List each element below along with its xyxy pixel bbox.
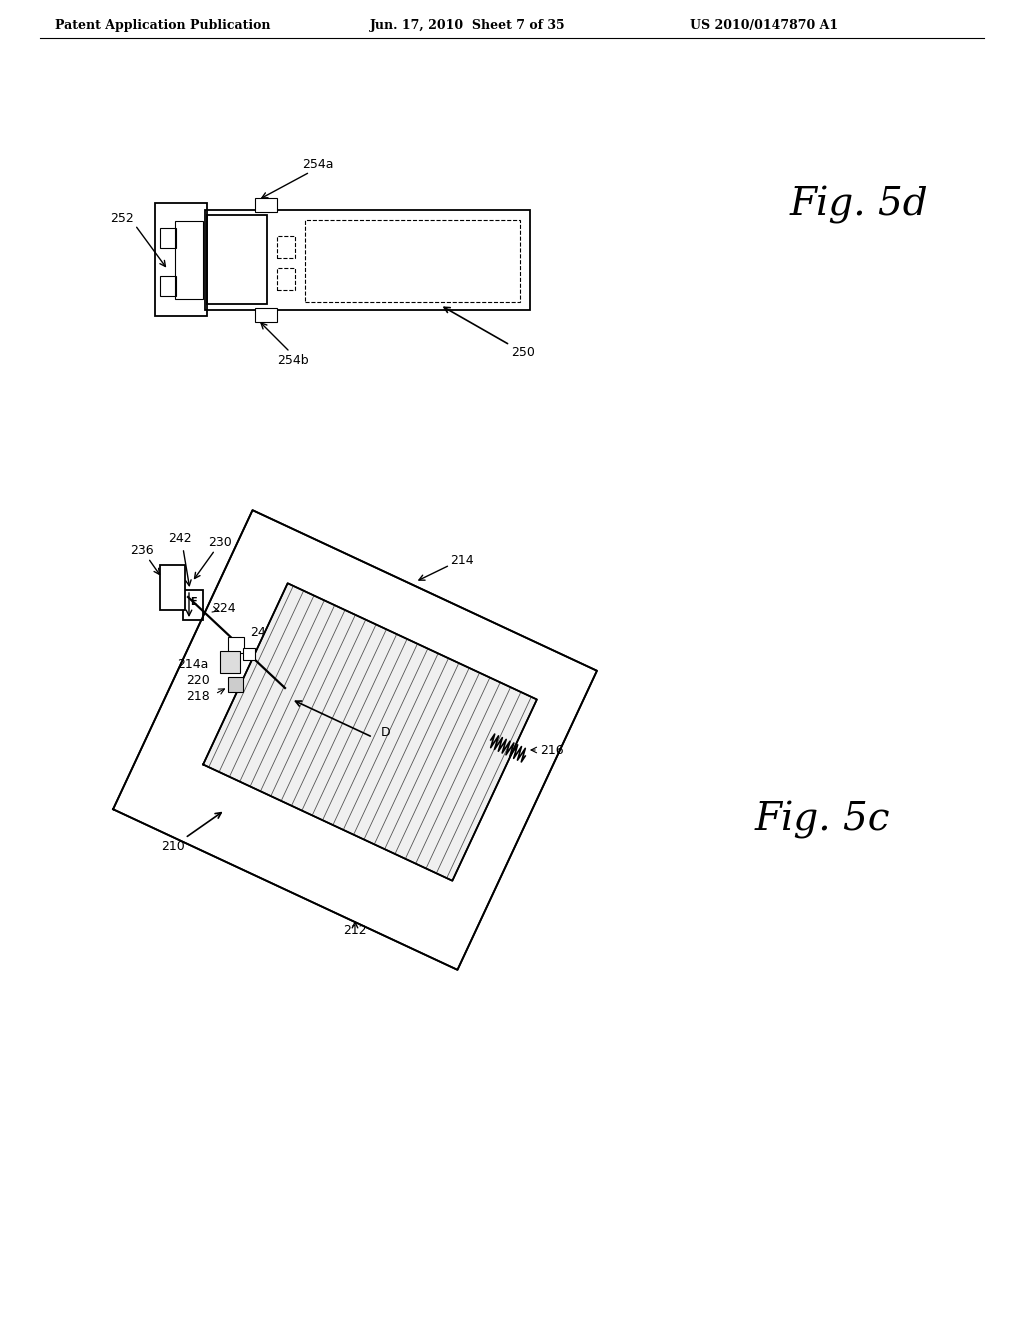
Bar (205, 210, 530, 310)
Bar (255, 198, 278, 213)
Text: 236: 236 (130, 544, 154, 557)
Bar (175, 220, 203, 300)
Text: 212: 212 (343, 924, 367, 936)
Text: 230: 230 (208, 536, 231, 549)
Text: 242: 242 (168, 532, 191, 544)
Bar (228, 638, 244, 653)
Text: 254a: 254a (302, 158, 334, 172)
Text: 214a: 214a (176, 659, 208, 672)
Text: E: E (189, 597, 197, 607)
Bar (220, 651, 240, 673)
Text: 216: 216 (540, 743, 563, 756)
Text: US 2010/0147870 A1: US 2010/0147870 A1 (690, 18, 838, 32)
Polygon shape (113, 510, 597, 970)
Text: 210: 210 (161, 840, 185, 853)
Bar (160, 565, 185, 610)
Bar (278, 268, 295, 290)
Text: Jun. 17, 2010  Sheet 7 of 35: Jun. 17, 2010 Sheet 7 of 35 (370, 18, 565, 32)
Text: 246: 246 (250, 626, 273, 639)
Text: D: D (381, 726, 390, 739)
Bar (278, 236, 295, 257)
Text: 250: 250 (511, 346, 535, 359)
Bar (228, 677, 243, 692)
Text: 224: 224 (212, 602, 236, 615)
Text: 214: 214 (451, 553, 474, 566)
Text: Fig. 5d: Fig. 5d (790, 186, 929, 224)
Text: 218: 218 (186, 690, 210, 704)
Bar (155, 203, 207, 315)
Polygon shape (203, 583, 537, 880)
Text: 252: 252 (111, 211, 134, 224)
Bar (160, 276, 176, 296)
Bar (305, 220, 520, 302)
Text: 220: 220 (186, 673, 210, 686)
Bar (255, 308, 278, 322)
Bar (207, 215, 267, 304)
Bar (243, 648, 255, 660)
Bar (160, 228, 176, 248)
Text: Fig. 5c: Fig. 5c (755, 801, 891, 840)
Bar (183, 590, 203, 620)
Text: 254b: 254b (278, 354, 309, 367)
Text: Patent Application Publication: Patent Application Publication (55, 18, 270, 32)
